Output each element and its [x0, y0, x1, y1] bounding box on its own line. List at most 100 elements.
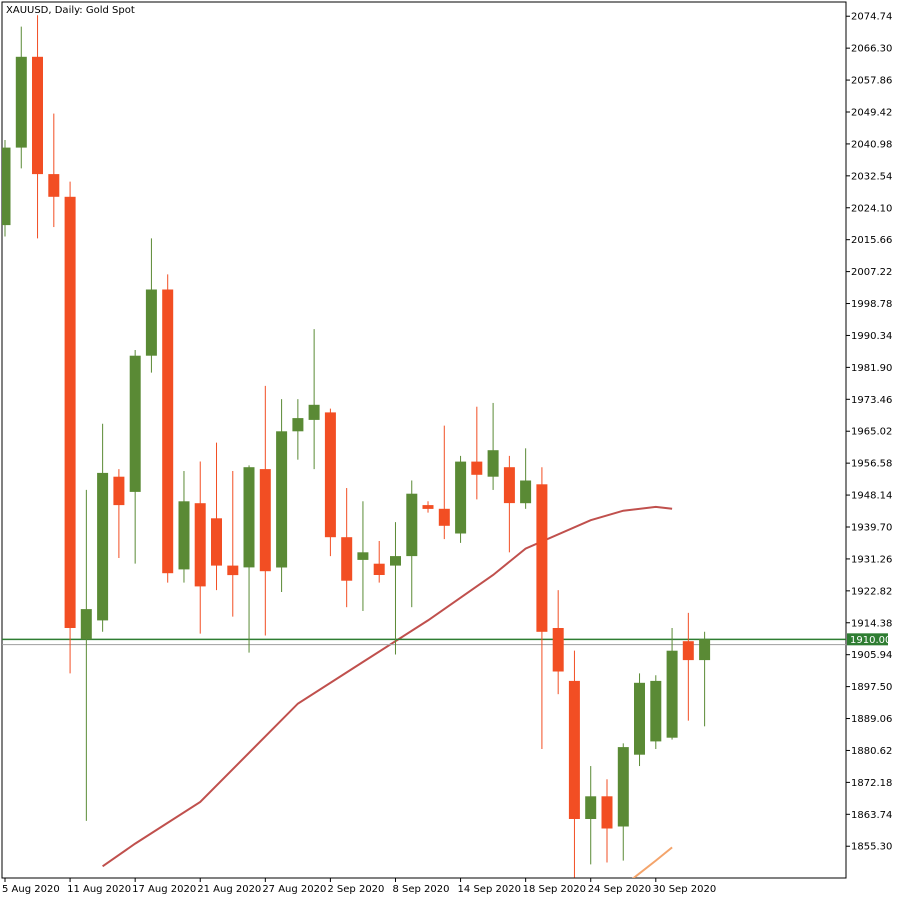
candle	[682, 612, 694, 721]
y-tick-label: 1863.74	[851, 810, 892, 821]
candle	[162, 274, 174, 583]
candle-body	[406, 493, 418, 557]
candle-body	[211, 518, 222, 566]
y-tick-label: 1889.06	[851, 714, 892, 725]
candle	[487, 402, 499, 490]
plot-area	[1, 1, 847, 879]
x-tick-label: 18 Sep 2020	[523, 884, 586, 895]
candle	[227, 471, 239, 617]
candle-body	[145, 289, 157, 356]
candle-body	[520, 480, 532, 504]
x-tick-label: 14 Sep 2020	[458, 884, 521, 895]
candle	[292, 399, 304, 460]
candle	[406, 480, 418, 608]
candle-body	[682, 641, 694, 661]
candle	[634, 673, 645, 767]
candle-body	[634, 682, 645, 755]
y-tick-label: 1990.34	[851, 331, 892, 342]
y-tick-label: 2015.66	[851, 235, 892, 246]
candle-body	[666, 650, 678, 738]
y-tick-label: 1855.30	[851, 842, 892, 853]
candle-body	[80, 609, 92, 640]
y-tick-label: 1922.82	[851, 586, 892, 597]
candle-body	[552, 628, 564, 672]
candle	[666, 627, 678, 740]
candle-body	[194, 503, 206, 587]
y-tick-label: 2007.22	[851, 267, 892, 278]
y-tick-label: 2024.10	[851, 203, 892, 214]
y-tick-label: 1981.90	[851, 363, 892, 374]
candle-body	[15, 56, 27, 148]
candle	[568, 650, 580, 878]
candle-body	[536, 484, 548, 632]
candle-body	[324, 412, 336, 538]
price-label-text: 1910.00	[850, 635, 891, 646]
y-tick-label: 1973.46	[851, 395, 892, 406]
candle-body	[341, 537, 353, 581]
candle-body	[292, 418, 304, 432]
y-tick-label: 2074.74	[851, 12, 892, 23]
y-tick-label: 1939.70	[851, 522, 892, 533]
candle	[585, 766, 597, 865]
candle-body	[276, 431, 288, 568]
candle-body	[162, 289, 174, 574]
candle-body	[617, 747, 629, 827]
candle	[243, 465, 255, 653]
candle	[97, 423, 109, 632]
y-tick-label: 1948.14	[851, 491, 892, 502]
candle-body	[455, 461, 467, 534]
ma-mid-line	[102, 505, 673, 868]
y-tick-label: 2049.42	[851, 107, 892, 118]
x-tick-label: 30 Sep 2020	[653, 884, 716, 895]
candle	[129, 349, 141, 564]
candle-body	[97, 472, 109, 621]
y-tick-label: 1965.02	[851, 427, 892, 438]
candle-body	[129, 355, 141, 492]
x-tick-label: 11 Aug 2020	[67, 884, 131, 895]
candle	[113, 469, 125, 559]
candle-body	[357, 552, 369, 560]
candle	[259, 385, 271, 636]
candle	[276, 399, 288, 593]
candles	[2, 15, 711, 878]
candle	[211, 442, 222, 591]
y-tick-label: 2032.54	[851, 171, 892, 182]
candle	[48, 113, 60, 228]
candle-body	[585, 796, 597, 819]
candle-body	[243, 467, 255, 568]
candle	[617, 743, 629, 861]
candle	[324, 408, 336, 557]
candle-body	[227, 565, 239, 576]
y-tick-label: 1956.58	[851, 459, 892, 470]
candle-body	[113, 476, 125, 506]
x-tick-label: 27 Aug 2020	[262, 884, 326, 895]
x-tick-label: 5 Aug 2020	[2, 884, 60, 895]
candle-body	[650, 680, 662, 742]
candle	[503, 455, 515, 553]
candle	[64, 181, 76, 674]
candle	[308, 329, 320, 470]
candle-body	[178, 501, 190, 570]
x-axis: 5 Aug 2020 11 Aug 2020 17 Aug 2020 21 Aug 2…	[2, 878, 716, 895]
candle-body	[259, 469, 271, 572]
y-tick-label: 2040.98	[851, 139, 892, 150]
candle-body	[471, 461, 483, 475]
candle-body	[438, 508, 450, 526]
price-label-box	[847, 633, 888, 646]
candle-body	[699, 639, 711, 661]
y-tick-label: 1880.62	[851, 746, 892, 757]
candle-body	[601, 796, 613, 829]
candle	[650, 675, 662, 750]
candle-body	[422, 505, 434, 509]
candle-body	[48, 174, 60, 197]
y-tick-label: 1931.26	[851, 554, 892, 565]
x-tick-label: 8 Sep 2020	[392, 884, 449, 895]
candle	[601, 779, 613, 863]
x-tick-label: 17 Aug 2020	[132, 884, 196, 895]
candle	[145, 238, 157, 373]
candle	[520, 448, 532, 509]
y-tick-label: 1905.94	[851, 650, 892, 661]
candle	[15, 26, 27, 169]
candle	[536, 467, 548, 750]
